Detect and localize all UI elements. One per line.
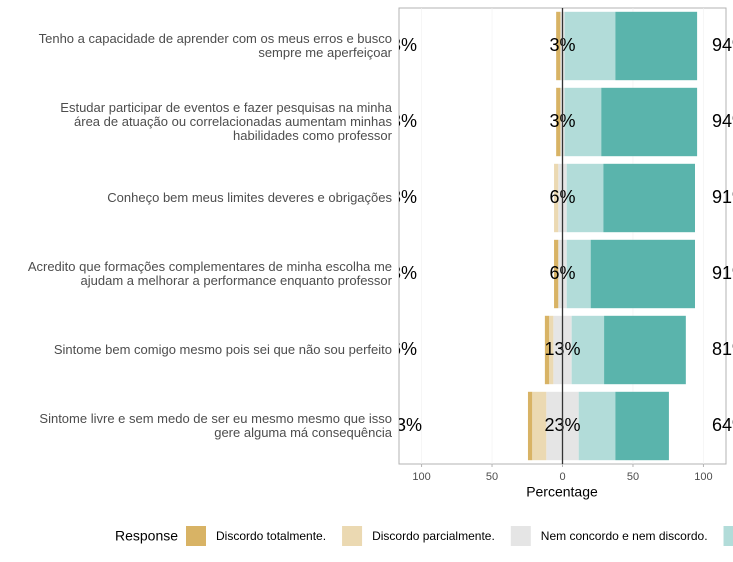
bar-segment bbox=[554, 163, 559, 233]
x-tick-label: 100 bbox=[694, 471, 712, 483]
high-label: 94% bbox=[712, 111, 733, 131]
low-label: 3% bbox=[391, 111, 417, 131]
high-label: 91% bbox=[712, 263, 733, 283]
bar-segment bbox=[566, 163, 604, 233]
bar-segment bbox=[590, 239, 695, 309]
x-tick-label: 50 bbox=[627, 471, 639, 483]
bar-segment bbox=[532, 391, 547, 461]
bar-segment bbox=[564, 11, 616, 81]
bar-segment bbox=[549, 315, 554, 385]
legend-swatch bbox=[342, 526, 363, 546]
low-label: 6% bbox=[391, 339, 417, 359]
legend-label: Discordo totalmente. bbox=[216, 529, 326, 543]
bar-segment bbox=[566, 239, 591, 309]
legend-title: Response bbox=[115, 528, 178, 544]
low-label: 3% bbox=[391, 35, 417, 55]
category-label: Conheço bem meus limites deveres e obrig… bbox=[107, 190, 392, 205]
low-label: 3% bbox=[391, 187, 417, 207]
bar-segment bbox=[527, 391, 533, 461]
bar-segment bbox=[554, 239, 559, 309]
bar-segment bbox=[544, 315, 550, 385]
x-tick-label: 100 bbox=[412, 471, 430, 483]
category-label: Sintome livre e sem medo de ser eu mesmo… bbox=[39, 411, 392, 440]
legend-swatch bbox=[186, 526, 206, 546]
bar-segment bbox=[556, 87, 561, 157]
high-label: 94% bbox=[712, 35, 733, 55]
legend-label: Discordo parcialmente. bbox=[372, 529, 495, 543]
legend-label: Nem concordo e nem discordo. bbox=[541, 529, 708, 543]
category-label: Sintome bem comigo mesmo pois sei que nã… bbox=[53, 342, 392, 357]
legend-swatch bbox=[510, 526, 531, 546]
low-label: 13% bbox=[386, 415, 422, 435]
bar-segment bbox=[603, 163, 695, 233]
bar-segment bbox=[564, 87, 602, 157]
x-tick-label: 50 bbox=[486, 471, 498, 483]
bar-segment bbox=[556, 11, 561, 81]
high-label: 81% bbox=[712, 339, 733, 359]
high-label: 64% bbox=[712, 415, 733, 435]
bar-segment bbox=[571, 315, 605, 385]
plot-area: 3%3%94%3%3%94%3%6%91%3%6%91%6%13%81%13%2… bbox=[386, 8, 733, 464]
category-label: Acredito que formações complementares de… bbox=[27, 259, 392, 288]
bar-segment bbox=[601, 87, 698, 157]
category-label: Tenho a capacidade de aprender com os me… bbox=[38, 31, 392, 60]
x-tick-label: 0 bbox=[559, 471, 565, 483]
x-axis-title: Percentage bbox=[526, 484, 598, 500]
legend-swatch bbox=[723, 526, 733, 546]
high-label: 91% bbox=[712, 187, 733, 207]
bar-segment bbox=[615, 391, 669, 461]
bar-segment bbox=[578, 391, 616, 461]
bar-segment bbox=[615, 11, 698, 81]
low-label: 3% bbox=[391, 263, 417, 283]
category-label: Estudar participar de eventos e fazer pe… bbox=[60, 100, 392, 143]
bar-segment bbox=[604, 315, 686, 385]
